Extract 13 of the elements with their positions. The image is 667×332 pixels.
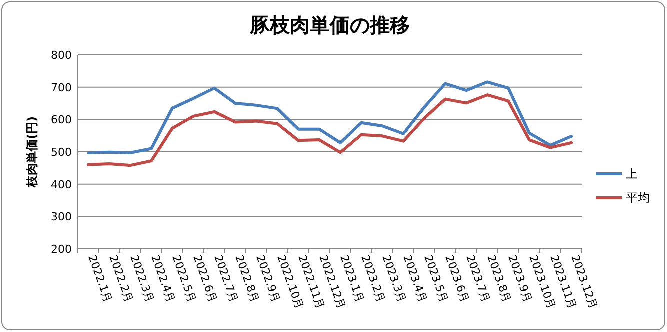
line-series — [87, 80, 573, 154]
y-tick-label: 600 — [51, 114, 72, 127]
y-tick-label: 300 — [51, 210, 72, 224]
y-tick-label: 400 — [51, 178, 72, 192]
y-axis-title: 枝肉単価(円) — [25, 116, 39, 188]
y-tick-label: 700 — [51, 81, 72, 94]
legend-label: 上 — [626, 167, 638, 181]
y-tick-label: 800 — [51, 49, 72, 62]
line-series — [87, 94, 573, 168]
legend-label: 平均 — [626, 191, 650, 205]
y-tick-label: 500 — [51, 146, 72, 159]
chart-title: 豚枝肉単価の推移 — [249, 13, 410, 37]
y-tick-label: 200 — [51, 243, 72, 256]
